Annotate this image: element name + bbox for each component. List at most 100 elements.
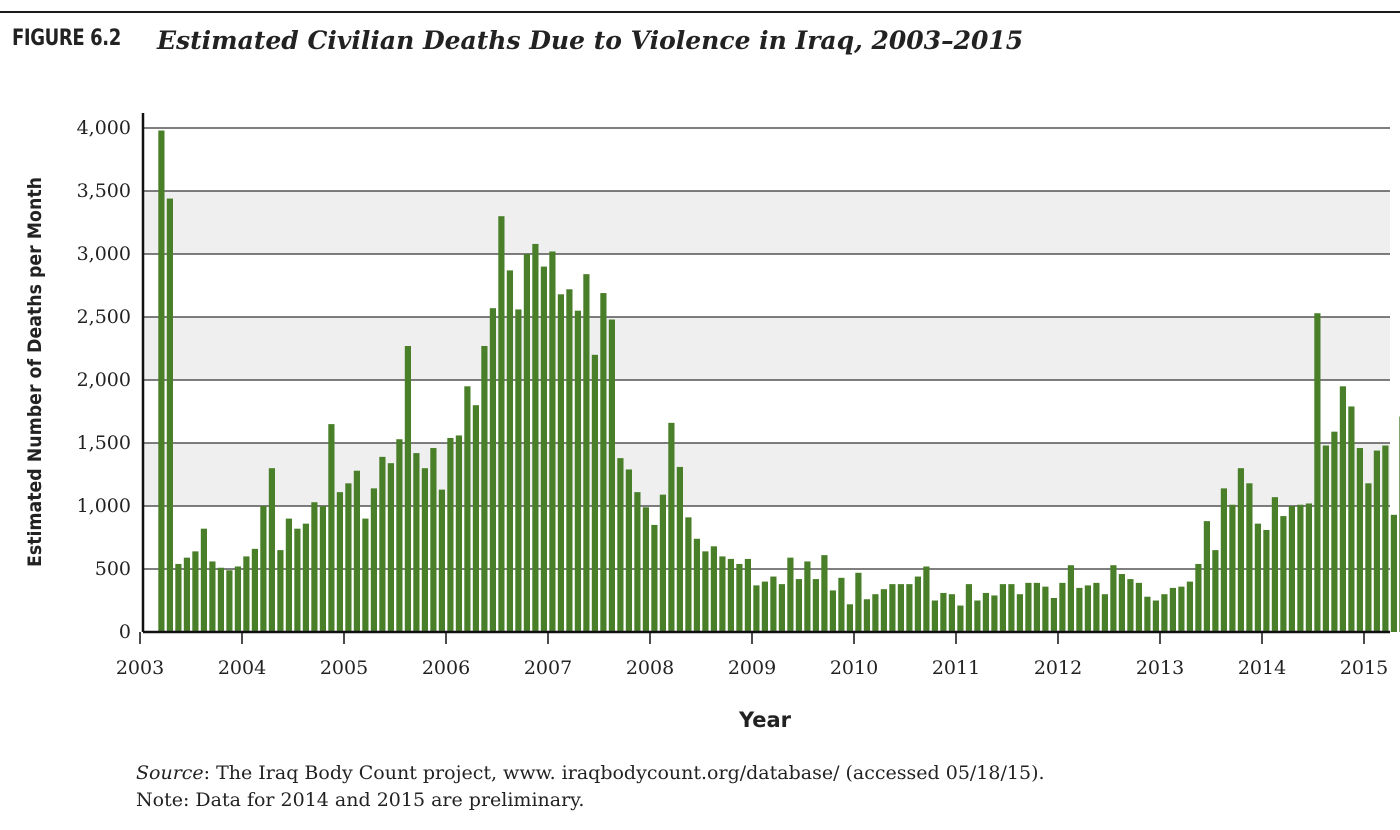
bar — [557, 294, 564, 632]
bar — [387, 463, 394, 632]
x-tick-label: 2005 — [320, 657, 368, 679]
source-text: : The Iraq Body Count project, www. iraq… — [203, 762, 1045, 784]
background-bands — [143, 191, 1390, 506]
x-tick-label: 2008 — [626, 657, 674, 679]
bar — [829, 590, 836, 632]
bar — [1016, 594, 1023, 632]
bar — [795, 579, 802, 632]
bar — [608, 319, 615, 632]
bar — [778, 584, 785, 632]
y-tick-label: 1,000 — [77, 495, 131, 517]
bar — [1254, 523, 1261, 632]
bar — [931, 600, 938, 632]
bar — [302, 523, 309, 632]
bar — [455, 435, 462, 632]
bar — [311, 502, 318, 632]
bar — [668, 422, 675, 632]
bar — [200, 528, 207, 632]
bar — [617, 458, 624, 632]
bar — [540, 266, 547, 632]
bar — [676, 466, 683, 632]
bar — [1178, 586, 1185, 632]
top-rule — [0, 11, 1400, 13]
source-line: Source: The Iraq Body Count project, www… — [136, 760, 1045, 787]
bar — [1356, 448, 1363, 632]
bar — [1195, 563, 1202, 632]
bar — [753, 585, 760, 632]
source-note: Source: The Iraq Body Count project, www… — [136, 760, 1045, 814]
bar — [175, 563, 182, 632]
bar — [642, 507, 649, 632]
bar — [685, 517, 692, 632]
bar — [1059, 582, 1066, 632]
bar — [566, 289, 573, 632]
x-tick-label: 2003 — [116, 657, 164, 679]
x-tick-label: 2010 — [830, 657, 878, 679]
bar — [965, 584, 972, 632]
bar — [1169, 587, 1176, 632]
bar — [396, 439, 403, 632]
figure-title: Estimated Civilian Deaths Due to Violenc… — [157, 26, 1024, 55]
bar — [1331, 431, 1338, 632]
bar — [719, 556, 726, 632]
x-tick-label: 2014 — [1238, 657, 1286, 679]
bar — [1144, 596, 1151, 632]
bar — [880, 589, 887, 632]
y-tick-label: 3,500 — [77, 180, 131, 202]
bar — [472, 405, 479, 632]
x-tick-label: 2007 — [524, 657, 572, 679]
bar — [787, 557, 794, 632]
bar — [1322, 445, 1329, 632]
bar — [846, 604, 853, 632]
note-line: Note: Data for 2014 and 2015 are prelimi… — [136, 789, 585, 811]
bar — [1373, 450, 1380, 632]
bar — [1229, 504, 1236, 632]
bar — [1110, 565, 1117, 632]
bar — [1212, 550, 1219, 632]
bar — [923, 566, 930, 632]
bar — [855, 572, 862, 632]
bar — [982, 592, 989, 632]
bar — [1382, 445, 1389, 632]
bar — [914, 576, 921, 632]
bar — [1365, 483, 1372, 632]
bar — [1135, 582, 1142, 632]
bar — [1025, 582, 1032, 632]
bar — [447, 437, 454, 632]
y-tick-label: 2,000 — [77, 369, 131, 391]
bar — [940, 592, 947, 632]
x-tick-label: 2015 — [1340, 657, 1388, 679]
bar — [693, 538, 700, 632]
x-tick-label: 2011 — [932, 657, 980, 679]
bar — [523, 254, 530, 632]
bar-chart: 05001,0001,5002,0002,5003,0003,5004,000 … — [24, 113, 1400, 732]
bar — [285, 518, 292, 632]
x-tick-label: 2006 — [422, 657, 470, 679]
bar — [1076, 587, 1083, 632]
bar — [702, 551, 709, 632]
bar — [710, 546, 717, 632]
bar — [243, 556, 250, 632]
bar — [226, 570, 233, 632]
bar — [251, 548, 258, 632]
bar — [1237, 468, 1244, 632]
bar — [1305, 503, 1312, 632]
bar — [821, 555, 828, 632]
y-tick-label: 4,000 — [77, 117, 131, 139]
x-tick-label: 2004 — [218, 657, 266, 679]
bar — [583, 274, 590, 632]
bar — [209, 561, 216, 632]
grid-band — [143, 317, 1390, 380]
bar — [464, 386, 471, 632]
source-label: Source — [136, 762, 204, 784]
bar — [600, 293, 607, 632]
bar — [1118, 574, 1125, 632]
bar — [1186, 581, 1193, 632]
bar — [1280, 516, 1287, 632]
bar — [1067, 565, 1074, 632]
bar — [1263, 529, 1270, 632]
bar — [889, 584, 896, 632]
bar — [1203, 521, 1210, 632]
bar — [957, 605, 964, 632]
bar — [506, 270, 513, 632]
